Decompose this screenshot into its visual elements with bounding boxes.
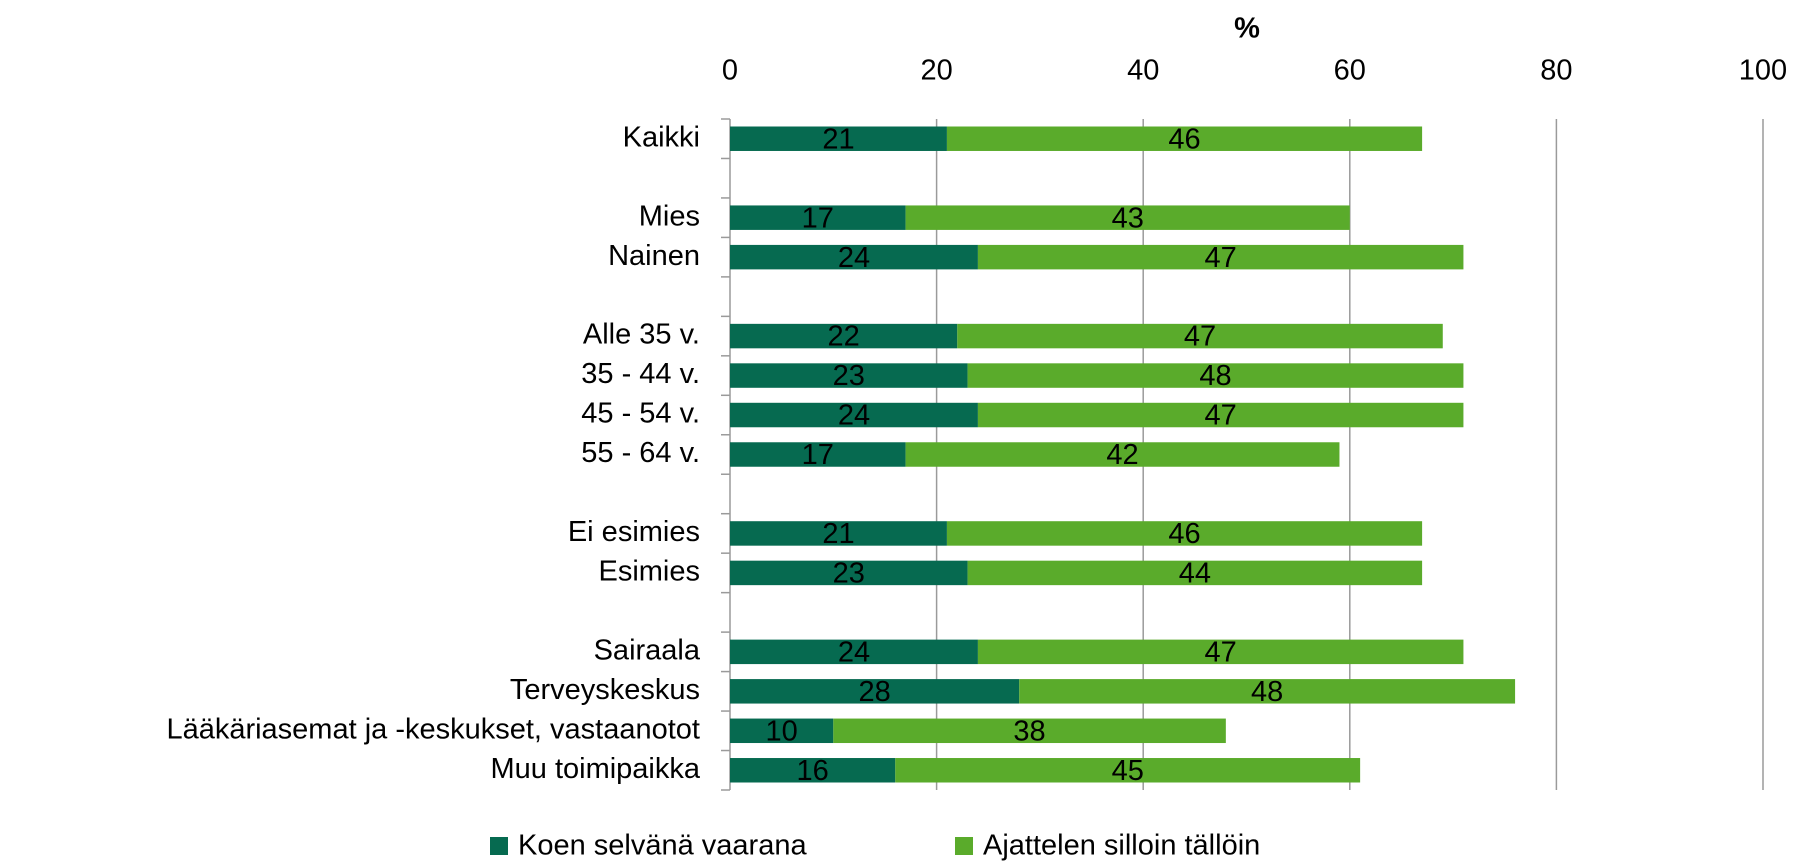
x-tick-label: 60 [1334, 55, 1366, 87]
x-tick-label: 80 [1540, 55, 1572, 87]
bar [730, 521, 947, 546]
bar [730, 679, 1020, 704]
data-label: 24 [838, 400, 870, 432]
bar [977, 402, 1464, 428]
y-tick-label: Sairaala [594, 635, 701, 667]
data-label: 45 [1112, 755, 1144, 787]
data-label: 48 [1251, 676, 1283, 708]
legend-label: Ajattelen silloin tällöin [983, 830, 1260, 862]
data-label: 38 [1013, 715, 1045, 747]
bar [730, 639, 978, 665]
bar [730, 402, 978, 428]
y-tick-label: Mies [639, 200, 700, 232]
y-tick-label: Nainen [608, 240, 700, 272]
bar [1019, 679, 1516, 704]
bar [730, 126, 947, 151]
data-label: 24 [838, 637, 870, 669]
bar [946, 521, 1423, 546]
x-tick-label: 0 [722, 55, 738, 87]
data-label: 17 [802, 439, 834, 471]
data-label: 47 [1205, 242, 1237, 274]
data-label: 17 [802, 202, 834, 234]
y-tick-label: 35 - 44 v. [581, 358, 700, 390]
data-label: 47 [1184, 321, 1216, 353]
data-label: 28 [858, 676, 890, 708]
x-tick-label: 100 [1739, 55, 1787, 87]
y-tick-label: 55 - 64 v. [581, 437, 700, 469]
bar [730, 442, 906, 467]
bar [905, 205, 1350, 230]
y-tick-label: Kaikki [623, 121, 700, 153]
legend-swatch [490, 837, 508, 855]
bar [730, 205, 906, 230]
y-tick-label: Ei esimies [568, 516, 700, 548]
data-label: 43 [1112, 202, 1144, 234]
data-label: 10 [766, 715, 798, 747]
data-label: 47 [1205, 400, 1237, 432]
bar [967, 560, 1423, 586]
bar [730, 718, 834, 744]
bar [730, 560, 968, 586]
data-label: 21 [822, 518, 854, 550]
bar [946, 126, 1423, 151]
bar [977, 639, 1464, 665]
y-tick-label: Muu toimipaikka [490, 753, 700, 785]
data-label: 23 [833, 558, 865, 590]
data-label: 44 [1179, 558, 1211, 590]
bar [905, 442, 1340, 467]
y-tick-label: 45 - 54 v. [581, 398, 700, 430]
legend-label: Koen selvänä vaarana [518, 830, 807, 862]
x-tick-label: 40 [1127, 55, 1159, 87]
y-tick-label: Terveyskeskus [510, 674, 700, 706]
y-tick-label: Lääkäriasemat ja -keskukset, vastaanotot [166, 713, 700, 745]
data-label: 22 [827, 321, 859, 353]
x-tick-label: 20 [920, 55, 952, 87]
data-label: 24 [838, 242, 870, 274]
data-label: 47 [1205, 637, 1237, 669]
data-label: 16 [797, 755, 829, 787]
bar [967, 363, 1464, 388]
axis-label: % [1234, 13, 1260, 45]
data-label: 48 [1199, 360, 1231, 392]
data-label: 23 [833, 360, 865, 392]
bar [730, 323, 958, 349]
data-label: 46 [1168, 123, 1200, 155]
bar [833, 718, 1226, 744]
bar [895, 758, 1361, 783]
bar [730, 244, 978, 270]
y-tick-label: Alle 35 v. [583, 319, 700, 351]
legend-swatch [955, 837, 973, 855]
bar [977, 244, 1464, 270]
bar [730, 758, 896, 783]
data-label: 46 [1168, 518, 1200, 550]
data-label: 21 [822, 123, 854, 155]
bar [730, 363, 968, 388]
bar [957, 323, 1443, 349]
data-label: 42 [1106, 439, 1138, 471]
y-tick-label: Esimies [598, 556, 700, 588]
